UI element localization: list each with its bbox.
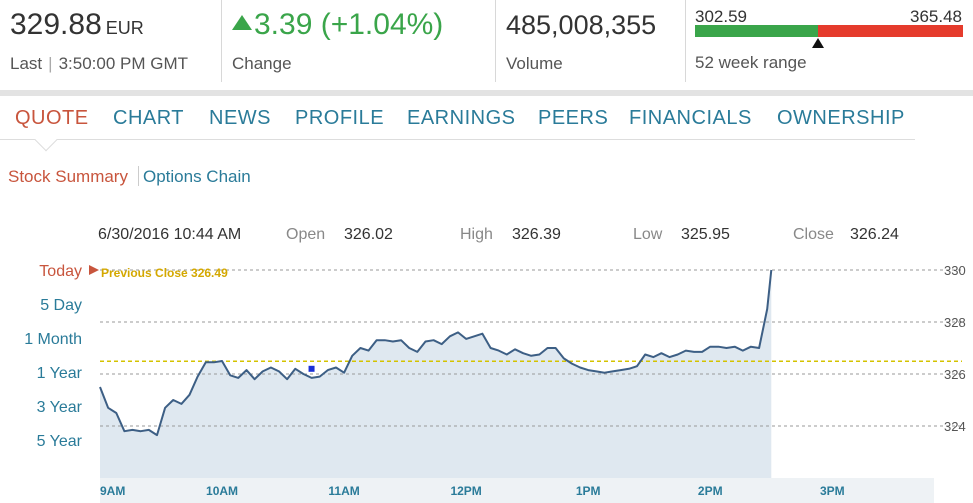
x-tick-label: 11AM xyxy=(328,484,359,498)
high-label: High xyxy=(460,226,493,243)
currency: EUR xyxy=(105,18,144,38)
header-divider xyxy=(0,90,973,96)
y-tick-label: 324 xyxy=(944,419,966,434)
tab-profile[interactable]: PROFILE xyxy=(295,107,385,129)
x-tick-label: 9AM xyxy=(100,484,125,498)
price-line xyxy=(99,269,773,437)
volume-block: 485,008,355 Volume xyxy=(496,0,686,82)
tab-quote[interactable]: QUOTE xyxy=(15,107,89,129)
nav-underline xyxy=(0,139,915,140)
range-low: 302.59 xyxy=(695,7,747,26)
tab-earnings[interactable]: EARNINGS xyxy=(407,107,516,129)
x-tick-label: 3PM xyxy=(820,484,845,498)
tab-financials[interactable]: FINANCIALS xyxy=(629,107,752,129)
previous-close-label: Previous Close 326.49 xyxy=(101,266,228,280)
last-price: 329.88 EUR xyxy=(10,8,144,42)
low-label: Low xyxy=(633,226,663,243)
range-bar-high-segment xyxy=(818,25,963,37)
quote-header: 329.88 EUR Last | 3:50:00 PM GMT 3.39 (+1.0… xyxy=(0,0,973,82)
tab-news[interactable]: NEWS xyxy=(209,107,271,129)
range-3-year[interactable]: 3 Year xyxy=(36,399,82,416)
y-tick-label: 326 xyxy=(944,367,966,382)
range-today[interactable]: Today xyxy=(39,263,82,280)
sub-nav: Stock Summary Options Chain xyxy=(8,166,251,187)
previous-close-arrow-icon xyxy=(89,265,99,275)
tab-chart[interactable]: CHART xyxy=(113,107,185,129)
subnav-divider xyxy=(137,166,139,186)
high-value: 326.39 xyxy=(512,226,561,243)
last-time-value: 3:50:00 PM GMT xyxy=(58,54,188,73)
volume-value: 485,008,355 xyxy=(506,10,657,40)
range-bar-low-segment xyxy=(695,25,818,37)
tab-ownership[interactable]: OWNERSHIP xyxy=(777,107,905,129)
price-block: 329.88 EUR Last | 3:50:00 PM GMT xyxy=(0,0,222,82)
last-label: Last xyxy=(10,54,43,73)
open-value: 326.02 xyxy=(344,226,393,243)
chart-area-fill xyxy=(100,270,772,478)
range-1-month[interactable]: 1 Month xyxy=(24,331,82,348)
range-5-year[interactable]: 5 Year xyxy=(36,433,82,450)
range-5-day[interactable]: 5 Day xyxy=(40,297,82,314)
separator: | xyxy=(48,54,53,73)
x-tick-label: 2PM xyxy=(698,484,723,498)
range-label: 52 week range xyxy=(695,53,807,72)
change-text: 3.39 (+1.04%) xyxy=(254,8,444,41)
last-price-value: 329.88 xyxy=(10,8,102,41)
main-nav: QUOTE CHART NEWS PROFILE EARNINGS PEERS … xyxy=(0,96,973,152)
change-value: 3.39 (+1.04%) xyxy=(232,8,443,42)
hover-marker xyxy=(308,365,315,372)
range-block: 302.59 365.48 52 week range xyxy=(686,0,973,82)
close-value: 326.24 xyxy=(850,226,899,243)
y-tick-label: 328 xyxy=(944,315,966,330)
open-label: Open xyxy=(286,226,326,243)
change-block: 3.39 (+1.04%) Change xyxy=(222,0,496,82)
x-tick-label: 12PM xyxy=(450,484,481,498)
range-marker-icon xyxy=(812,38,824,48)
x-tick-label: 1PM xyxy=(576,484,601,498)
range-bar xyxy=(695,25,963,48)
close-label: Close xyxy=(793,226,834,243)
up-arrow-icon xyxy=(232,15,252,30)
last-time: Last | 3:50:00 PM GMT xyxy=(10,54,188,74)
range-1-year[interactable]: 1 Year xyxy=(36,365,82,382)
x-axis-band xyxy=(100,478,934,503)
subtab-options-chain[interactable]: Options Chain xyxy=(142,167,251,186)
hover-datetime: 6/30/2016 10:44 AM xyxy=(98,226,242,243)
y-tick-label: 330 xyxy=(944,263,966,278)
low-value: 325.95 xyxy=(681,226,730,243)
x-tick-label: 10AM xyxy=(206,484,238,498)
tab-peers[interactable]: PEERS xyxy=(538,107,609,129)
volume-label: Volume xyxy=(506,54,563,73)
change-label: Change xyxy=(232,54,292,73)
subtab-stock-summary[interactable]: Stock Summary xyxy=(8,167,128,186)
range-high: 365.48 xyxy=(910,7,962,26)
